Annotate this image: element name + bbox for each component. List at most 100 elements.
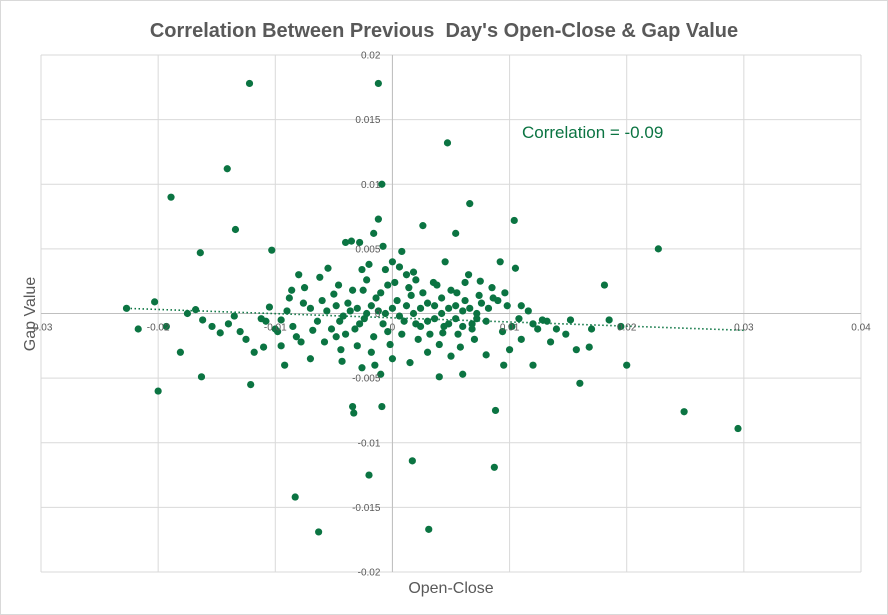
data-point bbox=[517, 302, 525, 310]
data-point bbox=[489, 294, 497, 302]
data-point bbox=[426, 330, 434, 338]
data-point bbox=[285, 294, 293, 302]
y-tick-label: -0.015 bbox=[352, 503, 381, 514]
data-point bbox=[349, 402, 357, 411]
data-point bbox=[468, 320, 476, 328]
data-point bbox=[341, 330, 350, 338]
data-point bbox=[488, 284, 496, 292]
data-point bbox=[461, 278, 469, 287]
data-point bbox=[473, 315, 481, 323]
y-tick-label: 0.02 bbox=[361, 51, 381, 62]
x-tick-label: -0.01 bbox=[264, 323, 287, 334]
data-point bbox=[529, 320, 537, 328]
x-tick-label: 0.03 bbox=[734, 323, 754, 334]
data-point bbox=[490, 463, 498, 471]
axes bbox=[41, 55, 861, 572]
data-point bbox=[391, 278, 399, 287]
data-point bbox=[242, 335, 250, 343]
data-point bbox=[367, 348, 375, 356]
data-point bbox=[337, 346, 345, 354]
data-point bbox=[407, 291, 415, 300]
data-point bbox=[353, 342, 361, 350]
data-point bbox=[468, 325, 476, 333]
data-point bbox=[283, 307, 291, 315]
data-point bbox=[425, 525, 433, 533]
data-point bbox=[292, 333, 300, 341]
data-point bbox=[416, 304, 425, 312]
data-point bbox=[197, 373, 206, 381]
data-point bbox=[374, 215, 382, 223]
data-point bbox=[515, 315, 523, 323]
data-point bbox=[162, 322, 170, 331]
data-point bbox=[402, 302, 411, 310]
data-point bbox=[365, 260, 373, 268]
data-point bbox=[438, 309, 446, 318]
data-point bbox=[466, 304, 474, 312]
data-point bbox=[459, 307, 467, 315]
data-point bbox=[453, 289, 461, 297]
data-point bbox=[309, 326, 317, 334]
data-point bbox=[363, 276, 371, 284]
data-point bbox=[332, 333, 340, 341]
data-point bbox=[306, 304, 315, 312]
data-point bbox=[315, 528, 323, 536]
data-point bbox=[277, 342, 285, 350]
data-point bbox=[431, 315, 439, 323]
data-point bbox=[475, 291, 483, 300]
data-point bbox=[546, 338, 555, 346]
data-point bbox=[734, 424, 742, 433]
data-point bbox=[299, 299, 307, 307]
data-point bbox=[365, 471, 373, 479]
data-point bbox=[572, 346, 580, 354]
data-point bbox=[600, 281, 609, 289]
data-point bbox=[351, 325, 359, 333]
data-point bbox=[208, 322, 216, 331]
x-tick-label: 0 bbox=[390, 323, 396, 334]
data-point bbox=[680, 408, 688, 416]
data-point bbox=[482, 351, 490, 359]
data-point bbox=[505, 346, 514, 354]
data-point bbox=[398, 330, 406, 338]
data-point bbox=[477, 299, 486, 307]
data-point bbox=[274, 327, 282, 336]
x-tick-label: -0.03 bbox=[30, 323, 53, 334]
data-point bbox=[405, 284, 413, 292]
data-point bbox=[122, 304, 131, 312]
data-point bbox=[262, 317, 270, 325]
x-tick-label: -0.02 bbox=[147, 323, 170, 334]
data-point bbox=[409, 268, 418, 276]
data-point bbox=[585, 343, 593, 351]
data-point bbox=[498, 327, 507, 336]
data-point bbox=[318, 296, 326, 305]
data-point bbox=[336, 317, 344, 325]
data-point bbox=[300, 284, 309, 292]
data-point bbox=[378, 402, 386, 411]
data-point bbox=[388, 355, 397, 363]
data-point bbox=[529, 361, 537, 369]
data-point bbox=[379, 320, 387, 328]
data-point bbox=[372, 294, 380, 302]
data-point bbox=[459, 322, 467, 331]
data-point bbox=[265, 303, 274, 311]
data-point bbox=[289, 322, 297, 331]
data-point bbox=[320, 338, 329, 346]
data-point bbox=[154, 387, 162, 395]
data-point bbox=[400, 317, 408, 325]
data-point bbox=[406, 359, 414, 367]
data-point bbox=[441, 258, 449, 266]
data-point bbox=[259, 343, 268, 351]
data-point bbox=[388, 304, 397, 312]
data-point bbox=[330, 290, 338, 298]
data-point bbox=[377, 289, 385, 297]
data-point bbox=[524, 307, 532, 315]
data-point bbox=[323, 307, 331, 315]
correlation-annotation: Correlation = -0.09 bbox=[522, 123, 663, 142]
data-point bbox=[552, 325, 561, 333]
data-point bbox=[384, 327, 392, 336]
data-point bbox=[291, 493, 299, 501]
y-tick-label: 0 bbox=[375, 309, 381, 320]
data-point bbox=[654, 245, 662, 253]
x-tick-label: 0.01 bbox=[500, 323, 520, 334]
